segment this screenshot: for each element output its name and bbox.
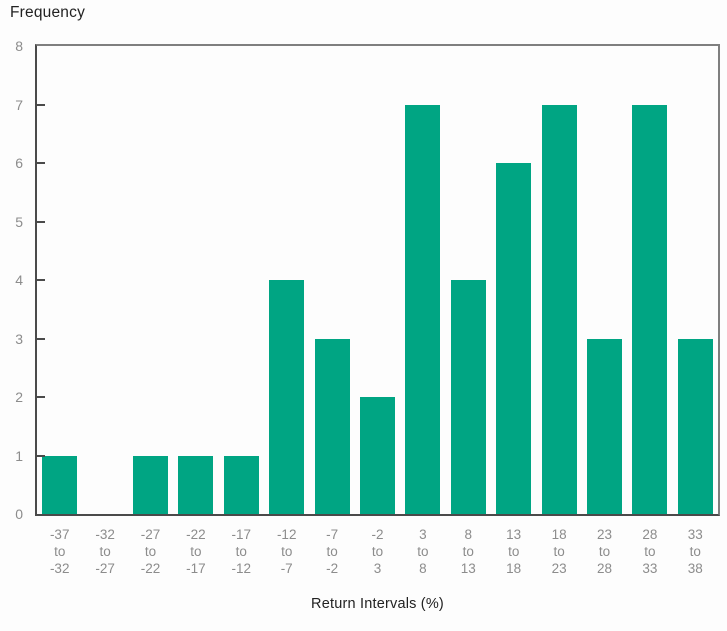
bar [587, 338, 622, 514]
y-axis-tick-label: 5 [15, 213, 23, 230]
bar [632, 104, 668, 514]
plot-area [35, 44, 720, 516]
y-axis-tick-label: 3 [15, 330, 23, 347]
y-tick-mark [37, 103, 45, 106]
x-axis-tick-label: 33 to 38 [687, 527, 703, 576]
y-axis-tick-label: 2 [15, 389, 23, 405]
y-tick-mark [37, 337, 45, 340]
x-axis-tick-label: -37 to -32 [49, 527, 70, 576]
y-tick-mark [37, 162, 45, 164]
x-axis-title: Return Intervals (%) [311, 596, 444, 612]
x-axis-tick-label: 23 to 28 [596, 527, 612, 576]
y-axis-tick-label: 8 [15, 38, 23, 54]
y-axis-tick-label: 6 [15, 155, 23, 171]
bar [314, 338, 350, 514]
bar [133, 455, 168, 514]
bar [42, 455, 78, 514]
bar [360, 397, 395, 514]
bar [178, 455, 214, 514]
x-axis-tick-label: -7 to -2 [326, 527, 339, 576]
bar [269, 280, 305, 514]
y-axis-ticks [37, 46, 718, 514]
y-tick-mark [37, 396, 45, 398]
bar [496, 163, 532, 514]
x-axis-tick-label: 18 to 23 [551, 527, 567, 576]
y-tick-mark [37, 279, 45, 281]
bar [677, 338, 713, 514]
y-tick-mark [37, 454, 45, 457]
x-axis-tick-label: 28 to 33 [642, 527, 658, 576]
x-axis-tick-label: -22 to -17 [186, 527, 206, 576]
bar [450, 280, 486, 514]
x-axis-tick-label: -2 to 3 [371, 527, 384, 576]
y-axis-tick-label: 0 [15, 506, 23, 522]
bar [541, 104, 577, 514]
x-axis-tick-label: -27 to -22 [140, 527, 161, 576]
y-axis-title: Frequency [10, 4, 86, 21]
bars-layer [37, 46, 718, 514]
x-axis-tick-label: -17 to -12 [231, 527, 252, 576]
bar [405, 104, 441, 514]
x-axis-tick-label: 13 to 18 [506, 527, 522, 576]
x-axis-tick-label: -12 to -7 [276, 527, 297, 576]
x-axis-tick-label: -32 to -27 [95, 527, 115, 576]
x-axis-tick-label: 3 to 8 [417, 527, 429, 576]
x-axis-tick-label: 8 to 13 [460, 527, 476, 576]
y-axis-tick-label: 1 [15, 447, 23, 464]
y-axis-tick-label: 4 [15, 272, 23, 288]
bar [223, 455, 259, 514]
y-tick-mark [37, 220, 45, 223]
y-axis-tick-label: 7 [15, 96, 23, 113]
